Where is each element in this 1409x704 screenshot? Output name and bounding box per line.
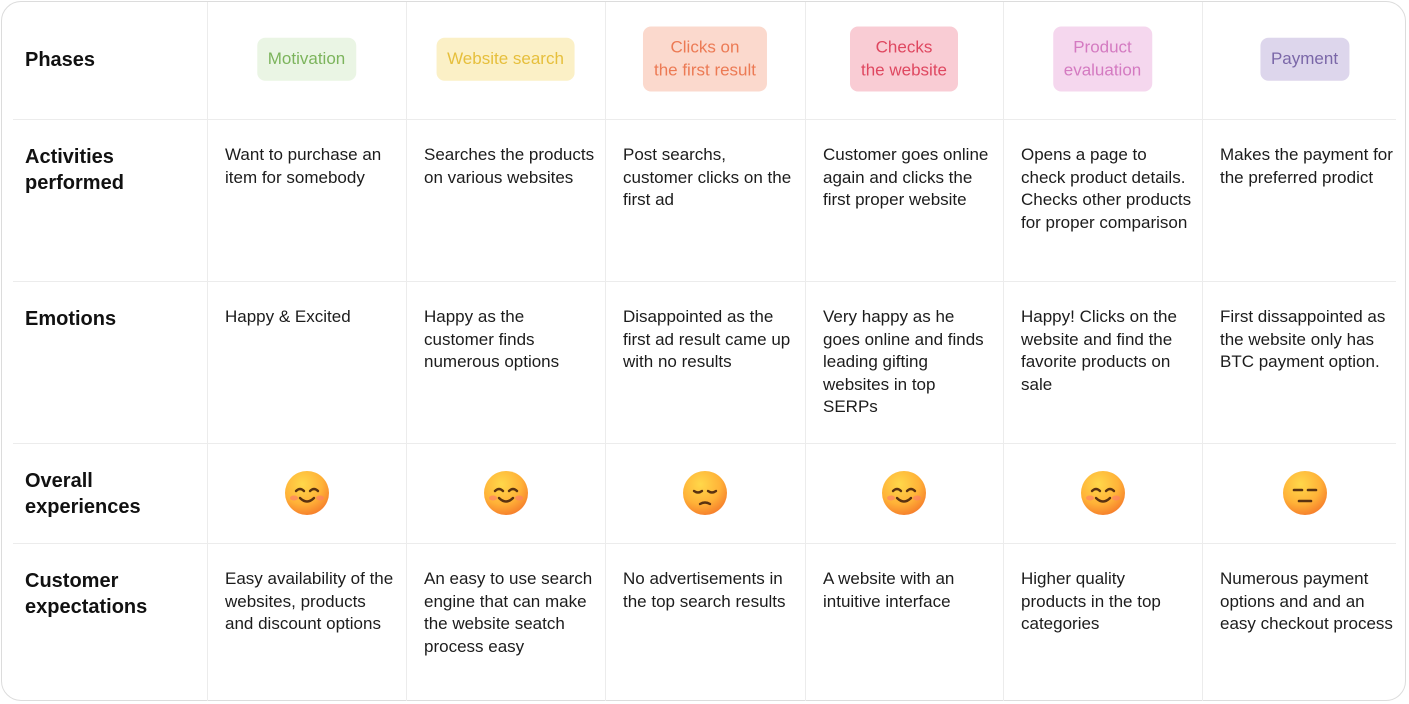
emoji-cell: [283, 469, 331, 522]
cell-text: Makes the payment for the preferred prod…: [1220, 145, 1393, 187]
cell-text: Post searchs, customer clicks on the fir…: [623, 145, 792, 209]
cell-text: Very happy as he goes online and finds l…: [823, 307, 984, 416]
phase-pill: Product evaluation: [1052, 26, 1153, 92]
row-divider: [13, 281, 1396, 282]
cell-text: First dissappointed as the website only …: [1220, 307, 1386, 371]
emoji-cell: [1281, 469, 1329, 522]
cell-text: Disappointed as the first ad result came…: [623, 307, 791, 371]
column-divider: [207, 2, 208, 701]
phase-pill: Checks the website: [850, 26, 958, 92]
phase-pill: Website search: [436, 37, 575, 81]
emoji-cell: [880, 469, 928, 522]
row-divider: [13, 543, 1396, 544]
column-divider: [1202, 2, 1203, 701]
phase-label: Website search: [447, 48, 564, 68]
phase-label: Product: [1073, 37, 1132, 57]
emoji-cell: [482, 469, 530, 522]
emoji: [683, 471, 727, 515]
column-divider: [1003, 2, 1004, 701]
column-divider: [406, 2, 407, 701]
cell-text: Customer goes online again and clicks th…: [823, 145, 989, 209]
cell-text: No advertisements in the top search resu…: [623, 569, 786, 611]
column-divider: [805, 2, 806, 701]
emoji: [1282, 471, 1327, 515]
emoji: [483, 471, 528, 515]
cell-text: Opens a page to check product details. C…: [1021, 145, 1192, 232]
phase-pill: Clicks on the first result: [642, 26, 768, 92]
phase-label: the website: [861, 60, 947, 79]
phase-pill: Motivation: [256, 37, 357, 81]
phase-label: Payment: [1270, 48, 1339, 68]
phase-label: Clicks on: [670, 37, 740, 57]
cell-text: Happy! Clicks on the website and find th…: [1021, 307, 1177, 394]
phase-label: the first result: [653, 60, 757, 79]
emoji: [284, 471, 329, 515]
row-label: Phases: [25, 49, 96, 71]
emoji: [882, 471, 926, 515]
phase-pill: Payment: [1259, 37, 1350, 81]
row-label: Activities performed: [25, 146, 124, 194]
cell-text: Happy as the customer finds numerous opt…: [424, 307, 560, 371]
cell-text: Want to purchase an item for somebody: [225, 145, 382, 187]
cell-text: Easy availability of the websites, produ…: [225, 569, 394, 633]
cell-text: Happy & Excited: [225, 307, 351, 326]
emoji-cell: [1079, 469, 1127, 522]
column-divider: [605, 2, 606, 701]
cell-text: Searches the products on various website…: [424, 145, 595, 187]
cell-text: A website with an intuitive interface: [823, 569, 955, 611]
cell-text: Numerous payment options and and an easy…: [1220, 569, 1393, 633]
row-divider: [13, 443, 1396, 444]
emoji-cell: [681, 469, 729, 522]
phase-label: Checks: [875, 37, 933, 57]
emoji: [1080, 471, 1125, 515]
row-label: Overall experiences: [25, 470, 141, 518]
row-label: Emotions: [25, 308, 117, 330]
cell-text: Higher quality products in the top categ…: [1021, 569, 1161, 633]
phase-label: Motivation: [267, 48, 346, 68]
row-label: Customer expectations: [25, 570, 148, 618]
cell-text: An easy to use search engine that can ma…: [424, 569, 593, 656]
row-divider: [13, 119, 1396, 120]
phase-label: evaluation: [1063, 60, 1142, 79]
